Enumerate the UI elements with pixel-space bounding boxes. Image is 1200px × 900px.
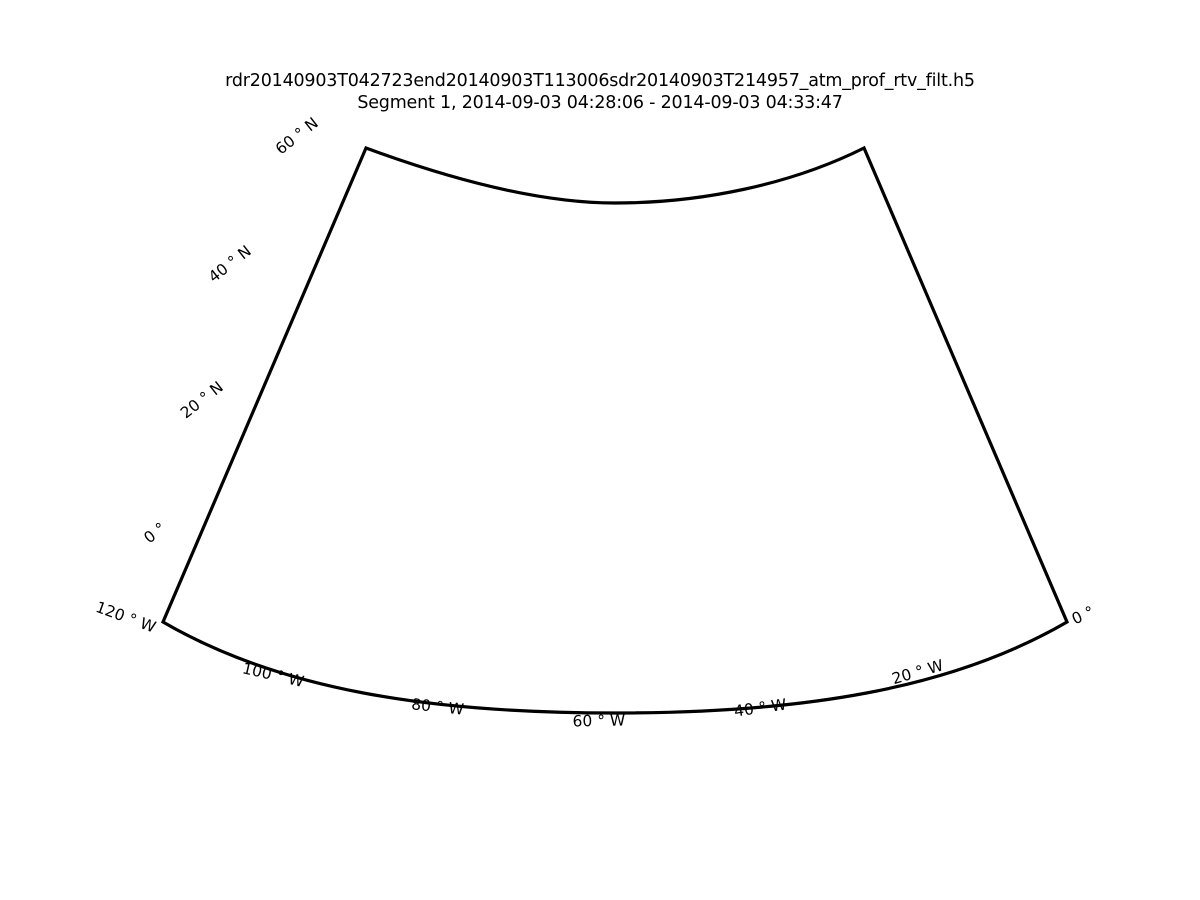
lat-label-2: 20 ° N bbox=[177, 378, 227, 422]
lat-label-1: 40 ° N bbox=[205, 242, 255, 286]
lat-label-3: 0 ° bbox=[140, 519, 169, 547]
coast-british-isles bbox=[946, 217, 975, 241]
lon-label-3: 60 ° W bbox=[572, 712, 625, 731]
coast-iberia bbox=[959, 284, 1027, 326]
figure-title-filename: rdr20140903T042723end20140903T113006sdr2… bbox=[225, 71, 975, 91]
coast-europe-west bbox=[967, 239, 997, 295]
lon-label-2: 80 ° W bbox=[410, 695, 464, 718]
figure-title-segment: Segment 1, 2014-09-03 04:28:06 - 2014-09… bbox=[357, 93, 843, 113]
lon-label-6: 0 ° bbox=[1069, 603, 1097, 629]
lat-label-0: 60 ° N bbox=[272, 114, 322, 158]
map-boundary bbox=[160, 145, 1070, 715]
lon-label-0: 120 ° W bbox=[93, 598, 158, 636]
coast-ireland bbox=[933, 230, 949, 240]
figure-title-block: rdr20140903T042723end20140903T113006sdr2… bbox=[0, 70, 1200, 114]
coast-africa-nw bbox=[999, 325, 1035, 397]
coast-canary-islands bbox=[991, 381, 1000, 388]
